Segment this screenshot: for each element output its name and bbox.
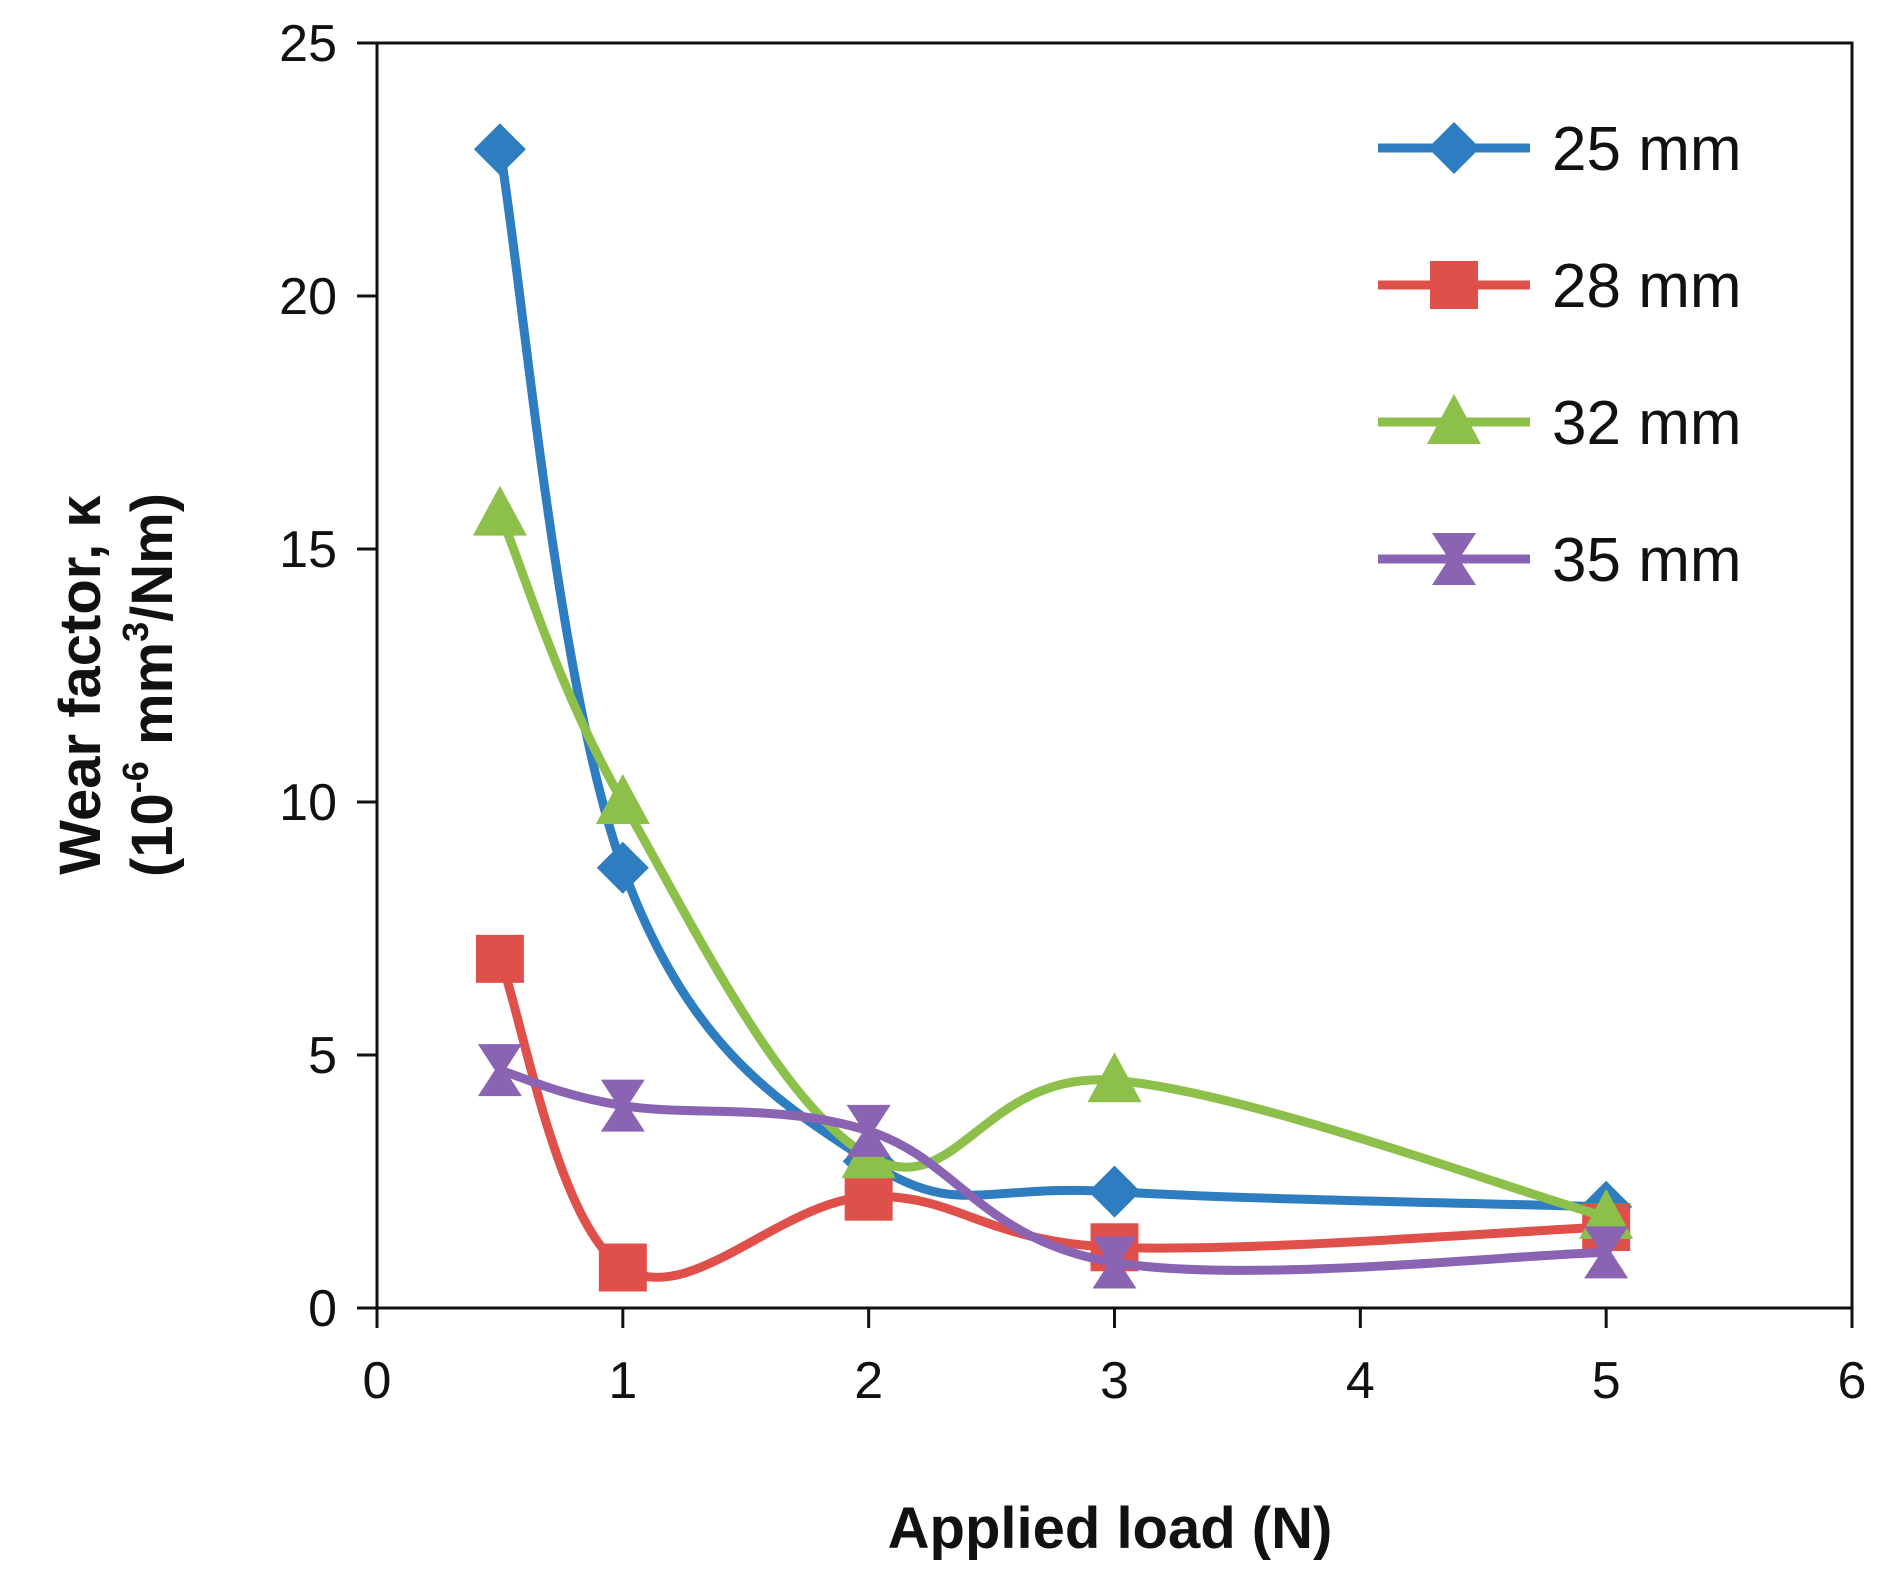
legend-label: 25 mm xyxy=(1552,115,1741,184)
data-point-diamond xyxy=(1088,1165,1141,1218)
data-point-triangle xyxy=(1087,1052,1142,1103)
y-axis-title-mid: mm xyxy=(120,642,185,761)
y-tick-label: 5 xyxy=(308,1027,337,1085)
legend-marker-star xyxy=(1432,533,1476,567)
series-28-mm xyxy=(475,934,1631,1292)
x-tick-label: 3 xyxy=(1100,1352,1129,1410)
data-point-star xyxy=(846,1104,891,1139)
legend-marker-diamond xyxy=(1428,122,1480,174)
y-tick-label: 10 xyxy=(279,774,337,832)
legend-label: 32 mm xyxy=(1552,389,1741,458)
y-axis-title-line1: Wear factor, κ xyxy=(48,495,113,875)
series-line xyxy=(495,954,1611,1282)
x-tick-label: 4 xyxy=(1346,1352,1375,1410)
y-axis-title-suffix: /Nm) xyxy=(120,493,185,622)
y-axis-title-line2: (10-6 mm3/Nm) xyxy=(115,493,185,877)
y-tick-label: 15 xyxy=(279,521,337,579)
data-point-diamond xyxy=(473,123,526,176)
x-tick-label: 2 xyxy=(854,1352,883,1410)
legend-item: 32 mm xyxy=(1378,389,1741,458)
y-axis-title: Wear factor, κ (10-6 mm3/Nm) xyxy=(48,493,185,877)
axes xyxy=(375,41,1854,1310)
series-layer xyxy=(472,123,1634,1292)
legend-label: 35 mm xyxy=(1552,526,1741,595)
data-point-star xyxy=(846,1122,891,1157)
data-point-star xyxy=(477,1062,522,1097)
data-point-star xyxy=(600,1097,645,1132)
data-point-square xyxy=(475,934,524,983)
data-point-square xyxy=(598,1243,647,1292)
legend-label: 28 mm xyxy=(1552,252,1741,321)
x-tick-label: 5 xyxy=(1592,1352,1621,1410)
x-axis-title: Applied load (N) xyxy=(888,1496,1333,1561)
series-32-mm xyxy=(472,485,1634,1239)
legend-item: 35 mm xyxy=(1378,526,1741,595)
data-point-diamond xyxy=(596,841,649,894)
data-point-triangle xyxy=(595,774,650,824)
plot-frame xyxy=(375,41,1854,1310)
series-35-mm xyxy=(477,1044,1629,1289)
y-axis-title-exp2: 3 xyxy=(115,622,156,642)
data-point-star xyxy=(1584,1244,1629,1279)
legend-item: 28 mm xyxy=(1378,252,1741,321)
legend-marker-star xyxy=(1432,551,1476,585)
y-tick-label: 20 xyxy=(279,268,337,326)
y-tick-label: 25 xyxy=(279,15,337,73)
legend-marker-square xyxy=(1430,261,1478,309)
data-point-star xyxy=(1092,1236,1137,1271)
y-tick-label: 0 xyxy=(308,1280,337,1338)
y-axis-title-exp1: -6 xyxy=(115,761,156,793)
x-tick-label: 0 xyxy=(363,1352,392,1410)
legend-marker-triangle xyxy=(1427,394,1481,444)
data-point-star xyxy=(1092,1254,1137,1289)
data-point-square xyxy=(844,1172,893,1221)
series-line xyxy=(495,144,1611,1212)
data-point-star xyxy=(600,1079,645,1114)
data-point-triangle xyxy=(472,485,527,536)
ticks: 0 1 2 3 4 5 6 0 5 10 15 20 25 xyxy=(279,15,1866,1410)
data-point-star xyxy=(477,1044,522,1079)
x-tick-label: 1 xyxy=(608,1352,637,1410)
legend: 25 mm 28 mm 32 mm 35 mm xyxy=(1378,115,1741,595)
x-tick-label: 6 xyxy=(1838,1352,1867,1410)
legend-item: 25 mm xyxy=(1378,115,1741,184)
y-axis-title-prefix: (10 xyxy=(120,793,185,877)
data-point-star xyxy=(1584,1226,1629,1261)
